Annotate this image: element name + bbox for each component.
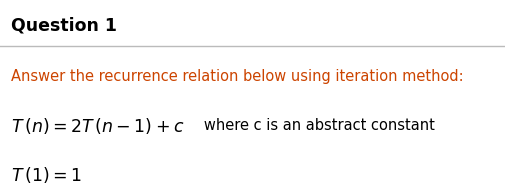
Text: where c is an abstract constant: where c is an abstract constant [189, 118, 434, 133]
Text: Question 1: Question 1 [11, 16, 117, 34]
Text: Answer the recurrence relation below using iteration method:: Answer the recurrence relation below usi… [11, 69, 463, 83]
Text: $T\,(n) = 2T\,(n-1) + c$: $T\,(n) = 2T\,(n-1) + c$ [11, 115, 184, 135]
Text: $T\,(1) = 1$: $T\,(1) = 1$ [11, 165, 82, 185]
